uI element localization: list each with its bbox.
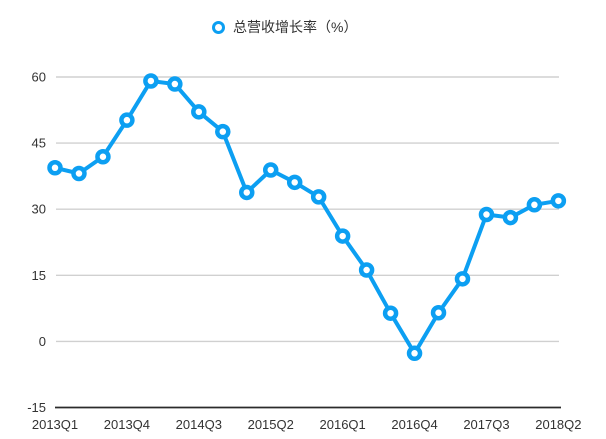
data-point[interactable] (167, 76, 183, 92)
data-point[interactable] (47, 160, 63, 176)
legend-marker-icon (212, 20, 225, 34)
data-point[interactable] (502, 209, 519, 226)
y-tick-label: 60 (32, 70, 46, 85)
x-tick-label: 2014Q3 (176, 417, 222, 432)
data-point[interactable] (119, 112, 135, 128)
data-point[interactable] (286, 174, 303, 191)
data-point[interactable] (215, 123, 231, 140)
data-point[interactable] (406, 345, 423, 362)
data-point[interactable] (310, 189, 327, 205)
x-tick-label: 2013Q1 (32, 417, 78, 432)
data-point[interactable] (526, 197, 543, 213)
x-tick-label: 2015Q2 (248, 417, 294, 432)
data-point[interactable] (478, 206, 495, 223)
y-tick-label: -15 (27, 400, 46, 415)
data-point[interactable] (95, 149, 111, 165)
x-tick-label: 2018Q2 (535, 417, 581, 432)
x-tick-label: 2013Q4 (104, 417, 150, 432)
y-tick-label: 0 (39, 334, 46, 349)
x-tick-label: 2016Q4 (391, 417, 437, 432)
x-tick-label: 2017Q3 (463, 417, 509, 432)
data-point[interactable] (358, 262, 375, 278)
data-point[interactable] (430, 305, 447, 321)
legend-item-revenue-growth[interactable]: 总营收增长率（%） (212, 20, 357, 34)
data-point[interactable] (382, 305, 399, 321)
data-point[interactable] (550, 193, 567, 209)
y-tick-label: 30 (32, 202, 46, 217)
data-point[interactable] (262, 162, 279, 178)
data-point[interactable] (71, 165, 87, 182)
data-point[interactable] (334, 228, 351, 244)
y-tick-label: 15 (32, 268, 46, 283)
legend-label: 总营收增长率（%） (233, 19, 358, 35)
x-tick-label: 2016Q1 (320, 417, 366, 432)
data-point[interactable] (143, 73, 159, 89)
y-tick-label: 45 (32, 136, 46, 151)
data-point[interactable] (239, 184, 255, 201)
series-line (53, 78, 561, 356)
data-point[interactable] (454, 271, 471, 287)
data-point[interactable] (191, 104, 207, 120)
